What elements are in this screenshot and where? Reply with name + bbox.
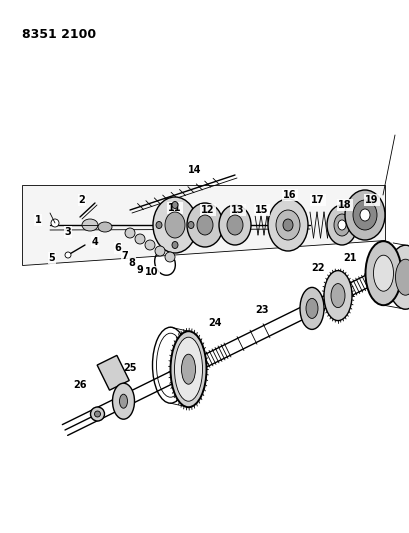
Polygon shape (22, 185, 384, 265)
Circle shape (164, 252, 175, 262)
Ellipse shape (164, 212, 184, 238)
Text: 1: 1 (34, 215, 41, 225)
Text: 11: 11 (168, 203, 181, 213)
Text: 6: 6 (115, 243, 121, 253)
Text: 24: 24 (208, 318, 221, 328)
Ellipse shape (227, 215, 243, 235)
Bar (97, 356, 129, 390)
Ellipse shape (172, 241, 178, 248)
Text: 25: 25 (123, 363, 137, 373)
Ellipse shape (395, 259, 409, 295)
Ellipse shape (364, 241, 400, 305)
Text: 26: 26 (73, 380, 87, 390)
Ellipse shape (218, 205, 250, 245)
Text: 19: 19 (364, 195, 378, 205)
Text: 23: 23 (255, 305, 268, 315)
Ellipse shape (282, 219, 292, 231)
Circle shape (65, 252, 71, 258)
Text: 14: 14 (188, 165, 201, 175)
Text: 8: 8 (128, 258, 135, 268)
Circle shape (90, 407, 104, 421)
Ellipse shape (333, 214, 349, 236)
Ellipse shape (172, 201, 178, 208)
Ellipse shape (82, 219, 98, 231)
Circle shape (51, 219, 59, 227)
Text: 3: 3 (65, 227, 71, 237)
Ellipse shape (387, 245, 409, 309)
Ellipse shape (174, 337, 202, 401)
Ellipse shape (330, 284, 344, 308)
Circle shape (125, 228, 135, 238)
Ellipse shape (188, 222, 193, 229)
Ellipse shape (305, 298, 317, 318)
Ellipse shape (98, 222, 112, 232)
Text: 7: 7 (121, 251, 128, 261)
Text: 18: 18 (337, 200, 351, 210)
Ellipse shape (373, 255, 393, 291)
Ellipse shape (323, 271, 351, 321)
Text: 10: 10 (145, 267, 158, 277)
Text: 4: 4 (91, 237, 98, 247)
Text: 20: 20 (378, 243, 391, 253)
Ellipse shape (196, 215, 213, 235)
Text: 8351 2100: 8351 2100 (22, 28, 96, 41)
Circle shape (94, 411, 100, 417)
Ellipse shape (359, 209, 369, 221)
Ellipse shape (112, 383, 134, 419)
Ellipse shape (275, 210, 299, 240)
Ellipse shape (337, 220, 345, 230)
Ellipse shape (119, 394, 127, 408)
Ellipse shape (181, 354, 195, 384)
Circle shape (135, 234, 145, 244)
Ellipse shape (344, 190, 384, 240)
Circle shape (155, 246, 164, 256)
Ellipse shape (267, 199, 307, 251)
Text: 15: 15 (255, 205, 268, 215)
Ellipse shape (153, 197, 196, 253)
Text: 12: 12 (201, 205, 214, 215)
Ellipse shape (299, 287, 323, 329)
Ellipse shape (352, 200, 376, 230)
Text: 22: 22 (310, 263, 324, 273)
Ellipse shape (155, 222, 162, 229)
Text: 16: 16 (283, 190, 296, 200)
Text: 17: 17 (310, 195, 324, 205)
Text: 13: 13 (231, 205, 244, 215)
Circle shape (145, 240, 155, 250)
Ellipse shape (187, 203, 222, 247)
Ellipse shape (170, 331, 206, 407)
Ellipse shape (326, 205, 356, 245)
Text: 2: 2 (79, 195, 85, 205)
Text: 21: 21 (342, 253, 356, 263)
Text: 9: 9 (136, 265, 143, 275)
Text: 5: 5 (49, 253, 55, 263)
